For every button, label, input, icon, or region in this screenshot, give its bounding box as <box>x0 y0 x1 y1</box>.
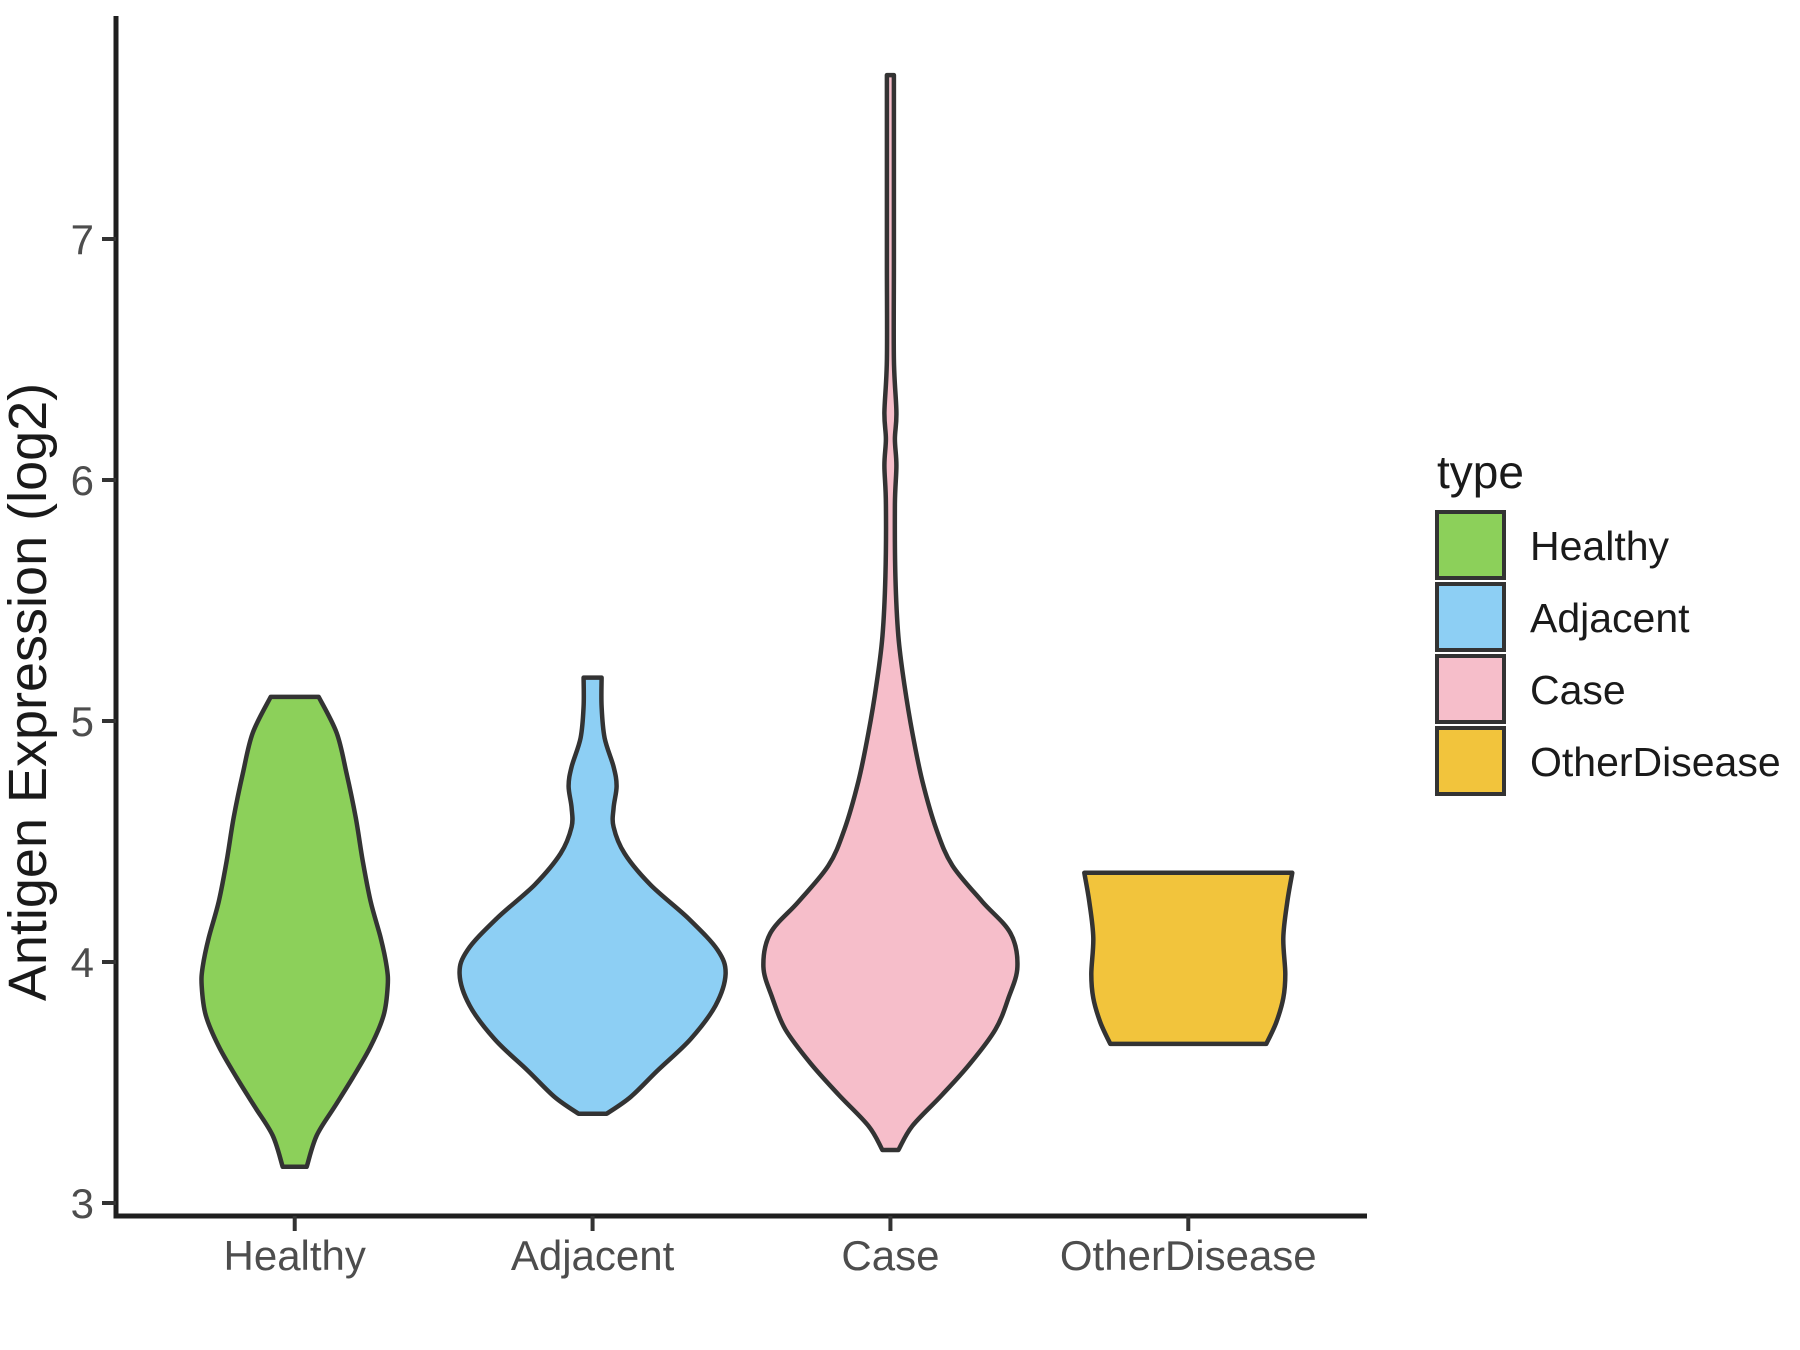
legend-keys: Healthy Adjacent Case OtherDisease <box>1435 510 1781 796</box>
legend-title: type <box>1437 446 1524 498</box>
axes-layer: 3 4 5 6 7 Healthy Adjacent Case OtherDisease <box>71 16 1367 1279</box>
violin-case <box>761 72 1020 1153</box>
x-category-label: Adjacent <box>511 1232 675 1279</box>
legend-item-label: Case <box>1530 667 1626 713</box>
legend-swatch-adjacent <box>1435 582 1506 652</box>
y-tick-label: 4 <box>71 939 94 986</box>
x-category-label: OtherDisease <box>1060 1232 1317 1279</box>
x-category-label: Case <box>841 1232 939 1279</box>
legend-swatch-otherdisease <box>1435 726 1506 796</box>
legend: type Healthy Adjacent Case OtherDisease <box>1435 446 1781 796</box>
y-tick-label: 7 <box>71 216 94 263</box>
violin-otherdisease <box>1082 870 1295 1047</box>
y-tick-label: 6 <box>71 457 94 504</box>
y-tick-label: 3 <box>71 1180 94 1227</box>
legend-swatch-healthy <box>1435 510 1506 580</box>
violin-adjacent <box>457 675 728 1117</box>
y-axis-title: Antigen Expression (log2) <box>0 383 58 1001</box>
legend-item-label: Adjacent <box>1530 595 1690 641</box>
violin-healthy <box>199 694 391 1170</box>
legend-swatch-case <box>1435 654 1506 724</box>
legend-item-label: Healthy <box>1530 523 1670 569</box>
violins-layer <box>199 72 1295 1170</box>
x-category-label: Healthy <box>224 1232 366 1279</box>
legend-item-label: OtherDisease <box>1530 739 1781 785</box>
y-tick-label: 5 <box>71 698 94 745</box>
